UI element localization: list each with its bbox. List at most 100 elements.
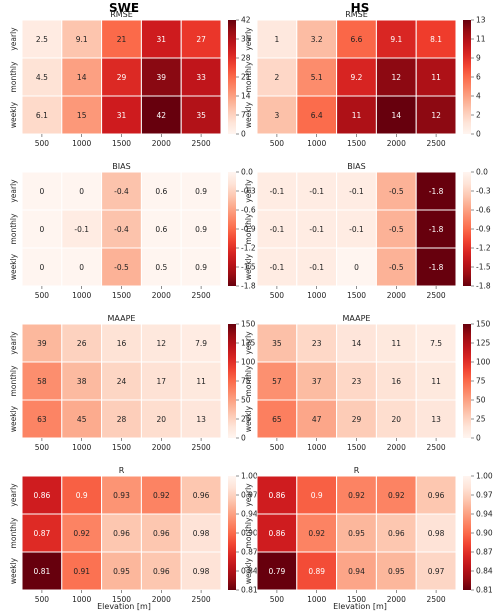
cell-value-label: 0.86 [34, 491, 51, 500]
colorbar-tick-label: 0.81 [241, 586, 258, 595]
column-title-swe: SWE [109, 1, 139, 15]
cell-value-label: -0.5 [114, 263, 129, 272]
cell-value-label: -1.8 [429, 263, 444, 272]
colorbar-tick-label: 1.00 [476, 472, 493, 481]
cell-value-label: 4.5 [36, 73, 48, 82]
cell-value-label: 0 [40, 263, 45, 272]
colorbar-tick-label: 0.0 [241, 168, 253, 177]
y-tick-label: yearly [9, 483, 18, 507]
cell-value-label: -0.5 [389, 263, 404, 272]
heatmap-cell [180, 171, 222, 211]
colorbar-tick-label: 11 [476, 35, 486, 44]
colorbar-tick-label: 1.00 [241, 472, 258, 481]
cell-value-label: 0.96 [113, 529, 130, 538]
y-tick-label: monthly [244, 213, 253, 244]
heatmap-cell [296, 19, 338, 59]
cell-value-label: 0.96 [153, 529, 170, 538]
x-tick-label: 500 [35, 595, 50, 604]
heatmap-cell [61, 95, 103, 135]
y-tick-label: monthly [9, 365, 18, 396]
x-tick-label: 2500 [427, 139, 446, 148]
colorbar-tick-label: -1.8 [241, 282, 256, 291]
cell-value-label: 0 [79, 263, 84, 272]
heatmap-cell [101, 209, 142, 249]
heatmap-cell [296, 171, 338, 211]
colorbar-tick-label: 50 [241, 396, 251, 405]
cell-value-label: -0.1 [349, 225, 364, 234]
y-tick-label: yearly [9, 331, 18, 355]
cell-value-label: 13 [196, 415, 206, 424]
colorbar-tick-label: 25 [476, 415, 486, 424]
colorbar [228, 476, 236, 590]
heatmap-cell [101, 323, 142, 363]
cell-value-label: 14 [77, 73, 87, 82]
cell-value-label: 58 [37, 377, 47, 386]
y-tick-label: weekly [244, 253, 253, 280]
y-tick-label: yearly [9, 179, 18, 203]
heatmap-cell [336, 57, 377, 97]
cell-value-label: 9.1 [390, 35, 402, 44]
colorbar [463, 172, 471, 286]
x-tick-label: 500 [35, 291, 50, 300]
heatmap-cell [21, 513, 63, 553]
colorbar-tick-label: 150 [241, 320, 256, 329]
colorbar-tick-label: 13 [476, 16, 486, 25]
cell-value-label: 0.5 [155, 263, 167, 272]
x-tick-label: 500 [35, 443, 50, 452]
heatmap-cell [375, 323, 417, 363]
cell-value-label: 17 [157, 377, 167, 386]
colorbar-tick-label: 0.84 [476, 567, 493, 576]
y-tick-label: monthly [244, 365, 253, 396]
y-tick-label: monthly [244, 61, 253, 92]
heatmap-cell [375, 475, 417, 515]
heatmap-cell [336, 475, 377, 515]
cell-value-label: 7.5 [430, 339, 442, 348]
heatmap-cell [21, 247, 63, 287]
x-tick-label: 1500 [347, 139, 366, 148]
heatmap-cell [336, 399, 377, 439]
cell-value-label: 13 [431, 415, 441, 424]
cell-value-label: 47 [312, 415, 322, 424]
cell-value-label: 33 [196, 73, 206, 82]
cell-value-label: 0.87 [34, 529, 51, 538]
colorbar-tick-label: 0.87 [241, 548, 258, 557]
x-tick-label: 1000 [72, 443, 91, 452]
cell-value-label: 0.96 [428, 491, 445, 500]
x-tick-label: 1000 [307, 139, 326, 148]
colorbar [463, 20, 471, 134]
cell-value-label: 0.89 [308, 567, 325, 576]
colorbar-tick-label: 0 [476, 434, 481, 443]
panel-swe-r: R 0.86 0.9 0.93 0.92 0.96 0.87 0.92 0.96 0.96 0.98… [9, 466, 274, 604]
cell-value-label: 14 [352, 339, 362, 348]
x-tick-label: 1000 [307, 595, 326, 604]
y-tick-label: yearly [244, 179, 253, 203]
colorbar-tick-label: -1.2 [241, 244, 256, 253]
panel-title: BIAS [112, 162, 130, 171]
colorbar-tick-label: 0 [476, 130, 481, 139]
cell-value-label: 27 [196, 35, 206, 44]
cell-value-label: 11 [431, 73, 441, 82]
panel-title: R [119, 466, 125, 475]
x-tick-label: 1500 [112, 291, 131, 300]
colorbar-tick-label: -0.6 [241, 206, 256, 215]
heatmap-cell [375, 209, 417, 249]
x-tick-label: 1000 [72, 291, 91, 300]
colorbar [228, 20, 236, 134]
cell-value-label: -1.8 [429, 187, 444, 196]
cell-value-label: 9.2 [351, 73, 363, 82]
cell-value-label: 63 [37, 415, 47, 424]
cell-value-label: 37 [312, 377, 322, 386]
cell-value-label: 0 [40, 225, 45, 234]
heatmap-cell [256, 247, 298, 287]
heatmap-cell [336, 551, 377, 591]
cell-value-label: 0.9 [195, 187, 207, 196]
colorbar-tick-label: 150 [476, 320, 491, 329]
panel-title: MAAPE [343, 314, 371, 323]
cell-value-label: 20 [392, 415, 402, 424]
heatmap-cell [21, 95, 63, 135]
cell-value-label: 20 [157, 415, 167, 424]
colorbar-tick-label: 28 [241, 54, 251, 63]
cell-value-label: -0.4 [114, 225, 129, 234]
cell-value-label: 0.92 [73, 529, 90, 538]
heatmap-cell [256, 475, 298, 515]
